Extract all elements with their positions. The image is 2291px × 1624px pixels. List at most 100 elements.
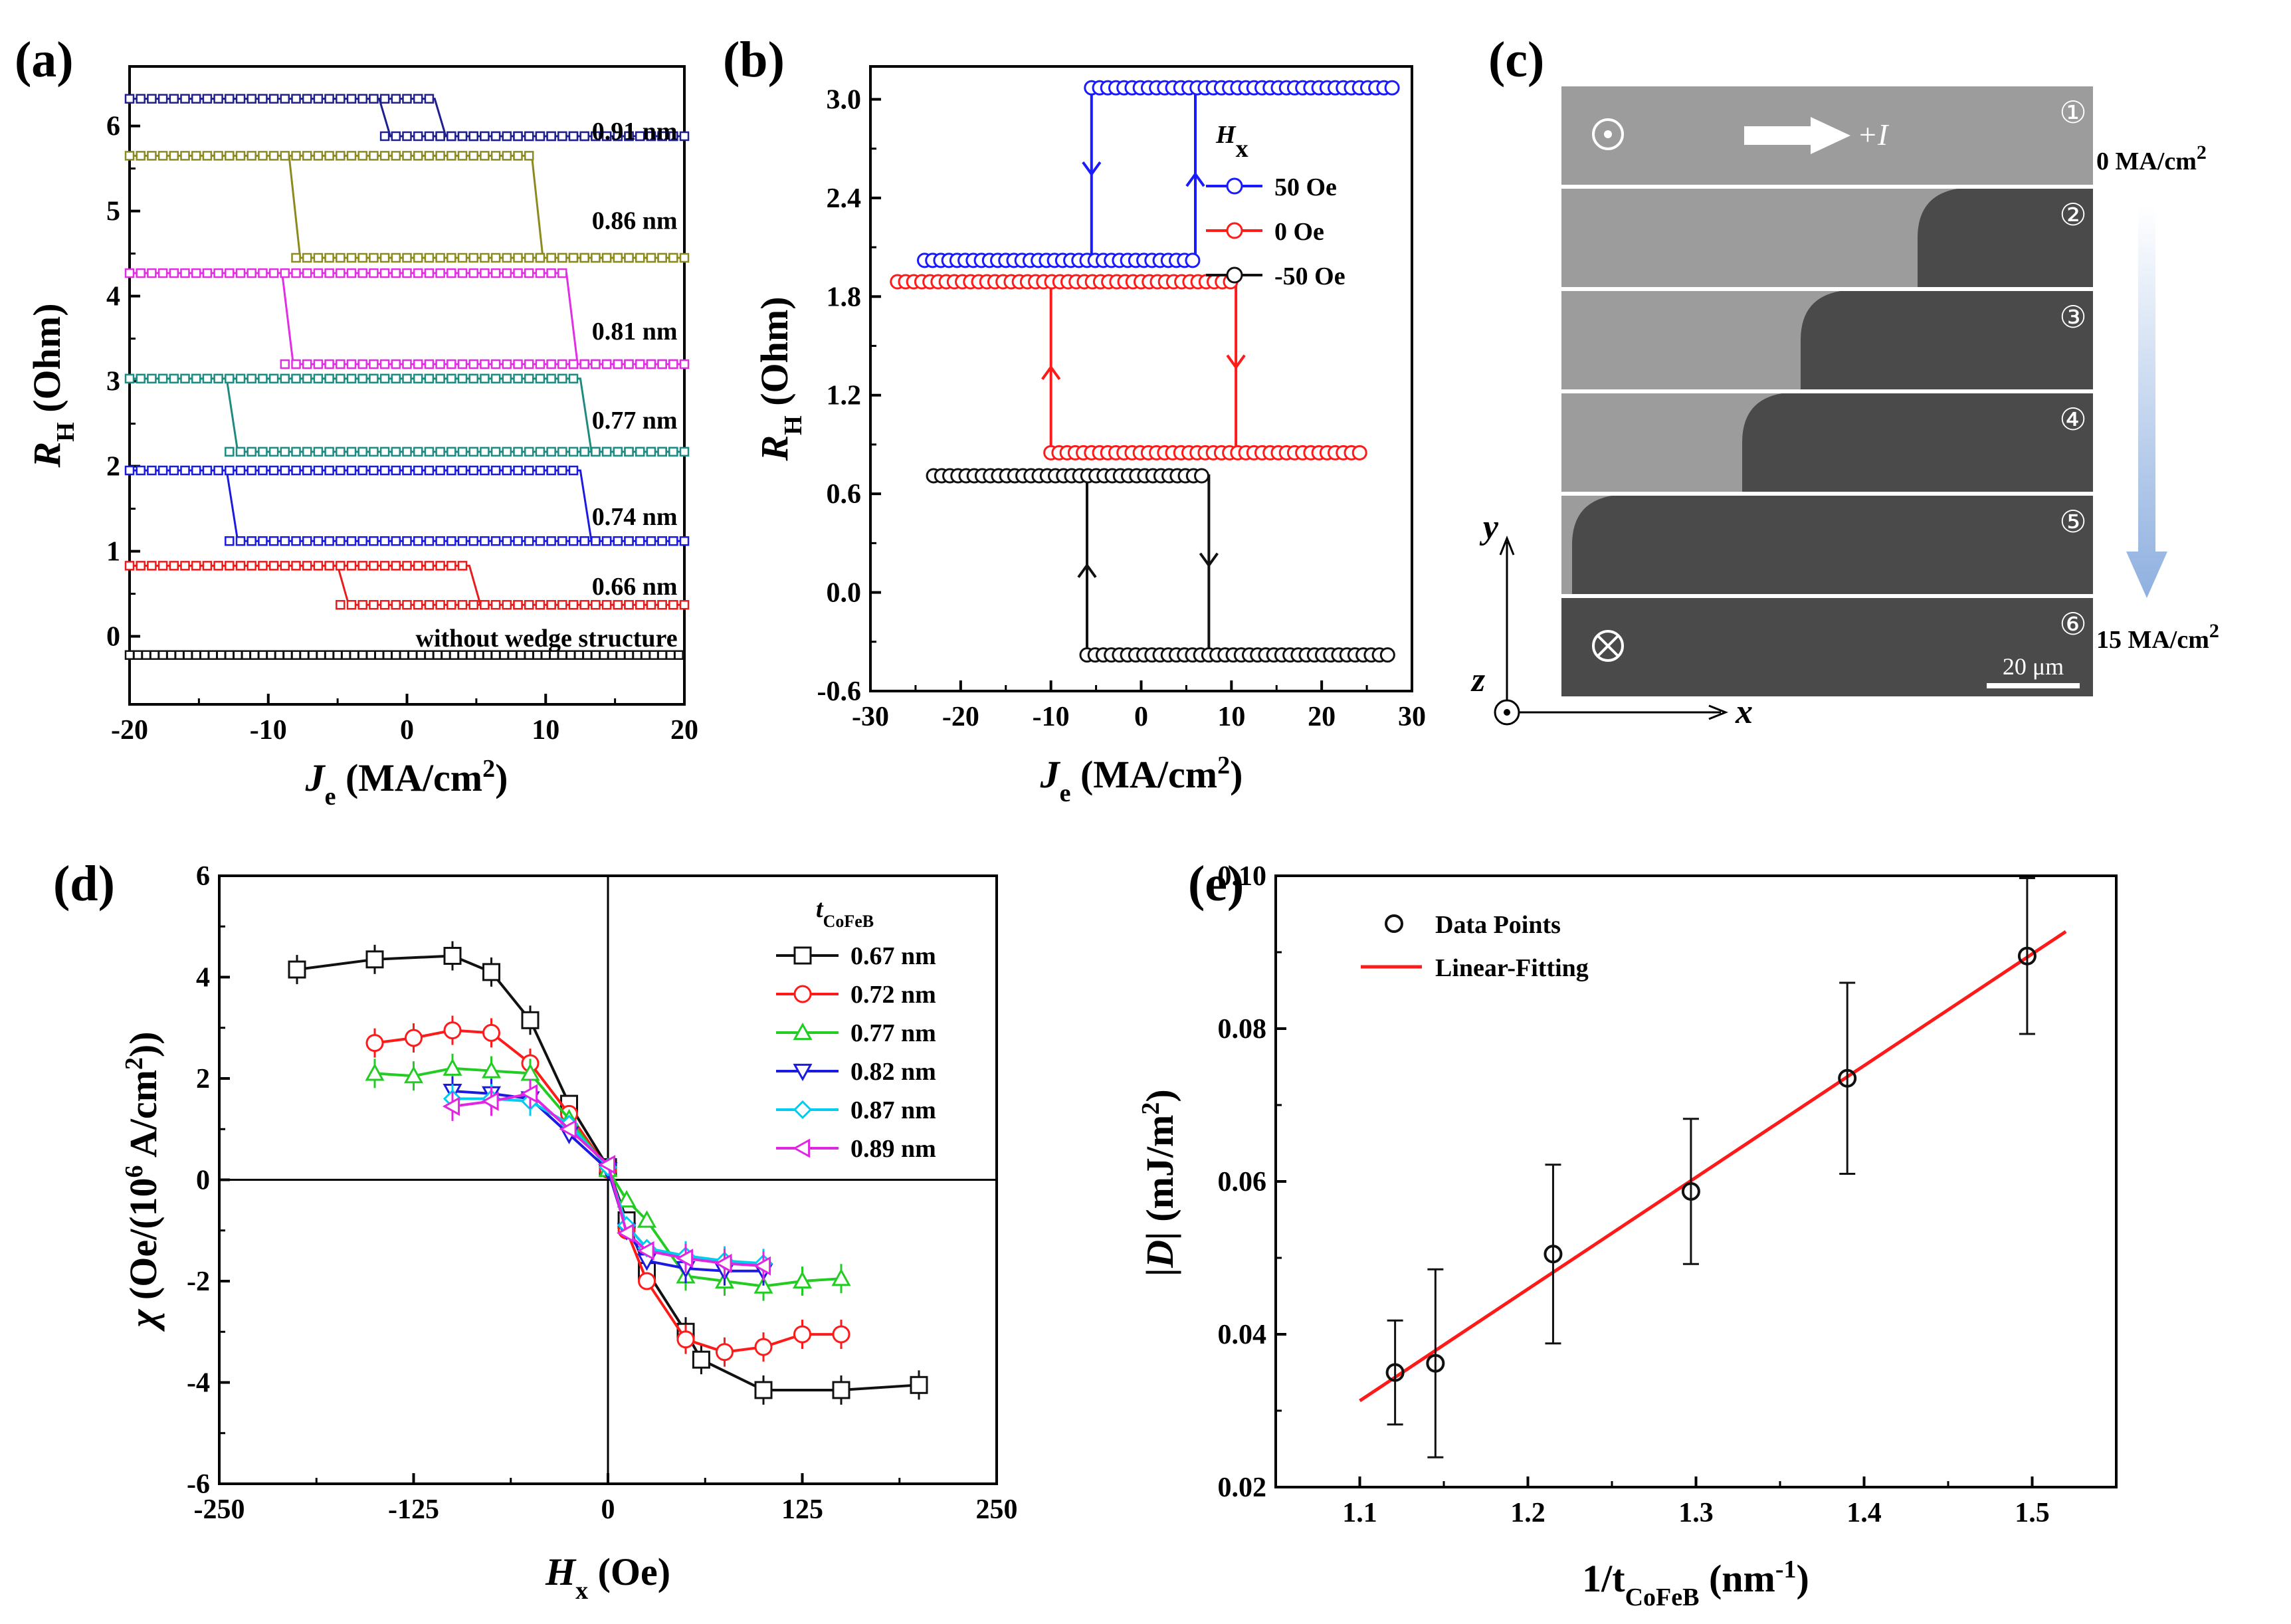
a-data-marker: [480, 253, 490, 263]
e-xtick-label: 1.5: [2015, 1498, 2050, 1528]
a-data-marker: [402, 599, 412, 610]
a-data-marker: [357, 253, 367, 263]
a-data-marker: [235, 151, 246, 161]
a-data-marker: [468, 151, 478, 161]
a-data-marker: [513, 599, 523, 610]
a-data-marker: [424, 536, 435, 546]
a-data-marker: [546, 373, 556, 384]
a-data-marker: [568, 373, 579, 384]
a-data-marker: [535, 599, 546, 610]
d-data-marker: [365, 1063, 385, 1081]
a-data-marker: [346, 268, 357, 278]
a-data-marker: [480, 536, 490, 546]
b-ytick-label: 2.4: [827, 183, 862, 214]
d-data-marker: [481, 1061, 502, 1078]
e-fit-line: [1359, 930, 2067, 1403]
a-data-marker: [202, 465, 213, 476]
d-ylabel-part: A/cm: [122, 1070, 165, 1165]
c-end-label: 15 MA/cm2: [2096, 620, 2219, 655]
a-data-marker: [613, 536, 623, 546]
d-legend-marker: [792, 1138, 811, 1158]
b-ytick-label: -0.6: [817, 676, 862, 707]
a-data-marker: [657, 447, 667, 457]
a-data-marker: [357, 447, 367, 457]
a-data-marker: [313, 268, 324, 278]
a-data-marker: [391, 599, 401, 610]
a-data-marker: [557, 447, 567, 457]
a-data-marker: [613, 131, 623, 142]
b-xlabel-part: ): [1230, 753, 1243, 796]
a-data-marker: [282, 650, 293, 660]
a-data-marker: [302, 536, 312, 546]
a-data-marker: [524, 359, 534, 369]
a-data-marker: [280, 151, 290, 161]
c-current-label: +I: [1857, 118, 1890, 152]
b-direction-arrow: [1077, 563, 1097, 578]
a-data-marker: [213, 151, 223, 161]
c-dark-domain: [1918, 189, 2093, 287]
a-data-marker: [579, 536, 589, 546]
d-data-marker: [482, 1023, 500, 1042]
a-data-marker: [435, 253, 445, 263]
d-data-marker: [482, 963, 500, 981]
b-legend: Hx 50 Oe 0 Oe -50 Oe: [1206, 121, 1345, 290]
a-series: [124, 94, 690, 142]
a-data-marker: [435, 561, 445, 571]
a-xlabel-part: e: [325, 783, 336, 811]
a-data-marker: [502, 151, 512, 161]
a-data-marker: [357, 268, 367, 278]
a-data-marker: [180, 268, 190, 278]
a-data-marker: [435, 131, 445, 142]
a-data-marker: [591, 447, 601, 457]
a-data-marker: [502, 536, 512, 546]
a-data-marker: [336, 536, 346, 546]
a-data-marker: [280, 373, 290, 384]
a-data-marker: [336, 268, 346, 278]
a-ytick-label: 3: [106, 367, 120, 397]
a-data-marker: [324, 268, 334, 278]
c-out-of-plane-icon: [1592, 118, 1624, 150]
a-data-marker: [668, 447, 678, 457]
a-data-marker: [332, 650, 343, 660]
c-z-axis-dot-icon: [1504, 709, 1510, 716]
a-data-marker: [357, 650, 367, 660]
a-data-marker: [679, 536, 690, 546]
a-data-marker: [447, 359, 456, 369]
a-data-marker: [657, 599, 667, 610]
a-data-marker: [191, 373, 201, 384]
e-xtick-label: 1.3: [1678, 1498, 1714, 1528]
a-data-marker: [391, 373, 401, 384]
a-data-marker: [369, 465, 379, 476]
a-data-marker: [447, 131, 456, 142]
a-data-marker: [535, 465, 546, 476]
a-data-marker: [513, 359, 523, 369]
d-data-marker: [559, 1119, 577, 1139]
a-data-marker: [379, 373, 390, 384]
b-ylabel-part: R: [753, 435, 796, 462]
a-data-marker: [266, 650, 276, 660]
a-data-marker: [457, 447, 468, 457]
a-data-marker: [291, 151, 301, 161]
b-ytick-label: 3.0: [827, 84, 862, 115]
a-data-marker: [124, 465, 135, 476]
a-data-marker: [399, 650, 409, 660]
a-data-marker: [668, 253, 678, 263]
e-legend-marker: [1385, 914, 1403, 933]
a-data-marker: [524, 151, 534, 161]
a-data-marker: [546, 253, 556, 263]
a-data-marker: [379, 465, 390, 476]
a-xlabel-part: ): [495, 756, 508, 799]
c-x-axis-arrow: [1708, 704, 1729, 720]
a-data-marker: [357, 151, 367, 161]
a-data-marker: [316, 650, 326, 660]
b-ylabel-part: H: [779, 415, 807, 435]
a-data-marker: [169, 151, 179, 161]
e-ytick-label: 0.04: [1218, 1320, 1267, 1350]
a-data-marker: [258, 373, 268, 384]
d-data-marker: [617, 1189, 637, 1208]
b-xlabel-part: 2: [1217, 752, 1230, 779]
a-data-marker: [579, 253, 589, 263]
b-frame: [869, 65, 1413, 692]
a-data-marker: [591, 536, 601, 546]
a-data-marker: [513, 373, 523, 384]
